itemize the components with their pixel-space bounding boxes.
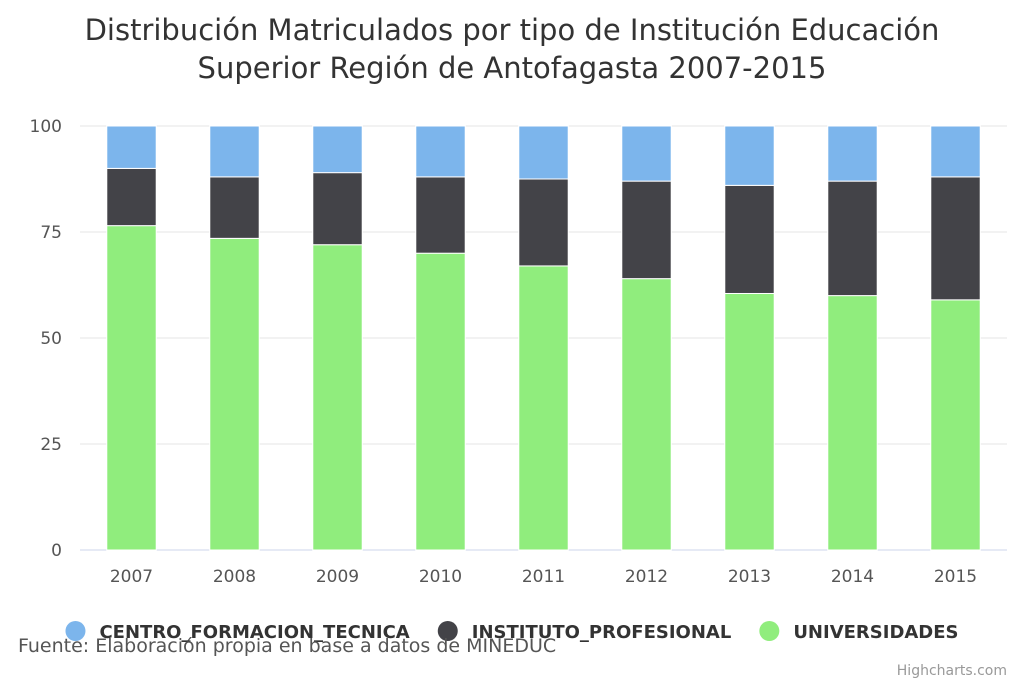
bar-segment[interactable]	[415, 176, 466, 254]
bars	[106, 125, 981, 551]
bar-segment[interactable]	[930, 299, 981, 551]
y-tick-label: 100	[30, 117, 62, 137]
legend: CENTRO_FORMACION_TECNICA INSTITUTO_PROFES…	[65, 621, 959, 643]
x-axis: 2007 2008 2009 2010 2011 2012 2013 2014 2015	[110, 567, 977, 587]
bar-segment[interactable]	[106, 125, 157, 169]
bar-segment[interactable]	[209, 237, 260, 551]
bar-segment[interactable]	[827, 180, 878, 297]
bar-segment[interactable]	[827, 295, 878, 551]
chart-title: Distribución Matriculados por tipo de In…	[85, 13, 940, 85]
legend-symbol	[759, 621, 780, 641]
legend-label: UNIVERSIDADES	[793, 622, 958, 643]
bar-segment[interactable]	[415, 252, 466, 551]
y-axis: 0 25 50 75 100	[30, 117, 62, 561]
legend-symbol	[437, 621, 458, 641]
bar-segment[interactable]	[106, 167, 157, 227]
bar-segment[interactable]	[209, 176, 260, 239]
bar-segment[interactable]	[621, 125, 672, 182]
bar-segment[interactable]	[518, 125, 569, 180]
bar-segment[interactable]	[415, 125, 466, 178]
legend-label: INSTITUTO_PROFESIONAL	[472, 622, 732, 643]
legend-item[interactable]: CENTRO_FORMACION_TECNICA	[65, 621, 410, 643]
y-tick-label: 50	[40, 329, 62, 349]
bar-segment[interactable]	[106, 225, 157, 551]
bar-segment[interactable]	[724, 292, 775, 551]
x-tick-label: 2013	[728, 567, 771, 587]
x-tick-label: 2012	[625, 567, 668, 587]
x-tick-label: 2010	[419, 567, 462, 587]
bar-segment[interactable]	[518, 265, 569, 551]
x-tick-label: 2007	[110, 567, 153, 587]
x-tick-label: 2015	[934, 567, 977, 587]
y-tick-label: 25	[40, 435, 62, 455]
bar-segment[interactable]	[621, 278, 672, 551]
legend-item[interactable]: INSTITUTO_PROFESIONAL	[437, 621, 732, 643]
y-tick-label: 75	[40, 223, 62, 243]
x-tick-label: 2009	[316, 567, 359, 587]
bar-segment[interactable]	[724, 125, 775, 186]
chart-title-line-1: Distribución Matriculados por tipo de In…	[85, 13, 940, 47]
bar-segment[interactable]	[312, 172, 363, 246]
legend-item[interactable]: UNIVERSIDADES	[759, 621, 959, 643]
credits-link[interactable]: Highcharts.com	[897, 663, 1007, 679]
bar-segment[interactable]	[827, 125, 878, 182]
legend-symbol	[65, 621, 86, 641]
y-tick-label: 0	[51, 541, 62, 561]
bar-segment[interactable]	[312, 125, 363, 174]
bar-segment[interactable]	[930, 125, 981, 178]
bar-segment[interactable]	[518, 178, 569, 267]
chart-title-line-2: Superior Región de Antofagasta 2007-2015	[198, 51, 827, 85]
legend-label: CENTRO_FORMACION_TECNICA	[99, 622, 409, 643]
x-tick-label: 2011	[522, 567, 565, 587]
bar-segment[interactable]	[724, 184, 775, 294]
x-tick-label: 2014	[831, 567, 874, 587]
x-tick-label: 2008	[213, 567, 256, 587]
bar-segment[interactable]	[930, 176, 981, 301]
source-footnote: Fuente: Elaboración propia en base a dat…	[18, 635, 556, 657]
bar-segment[interactable]	[621, 180, 672, 280]
bar-segment[interactable]	[312, 244, 363, 551]
bar-segment[interactable]	[209, 125, 260, 178]
